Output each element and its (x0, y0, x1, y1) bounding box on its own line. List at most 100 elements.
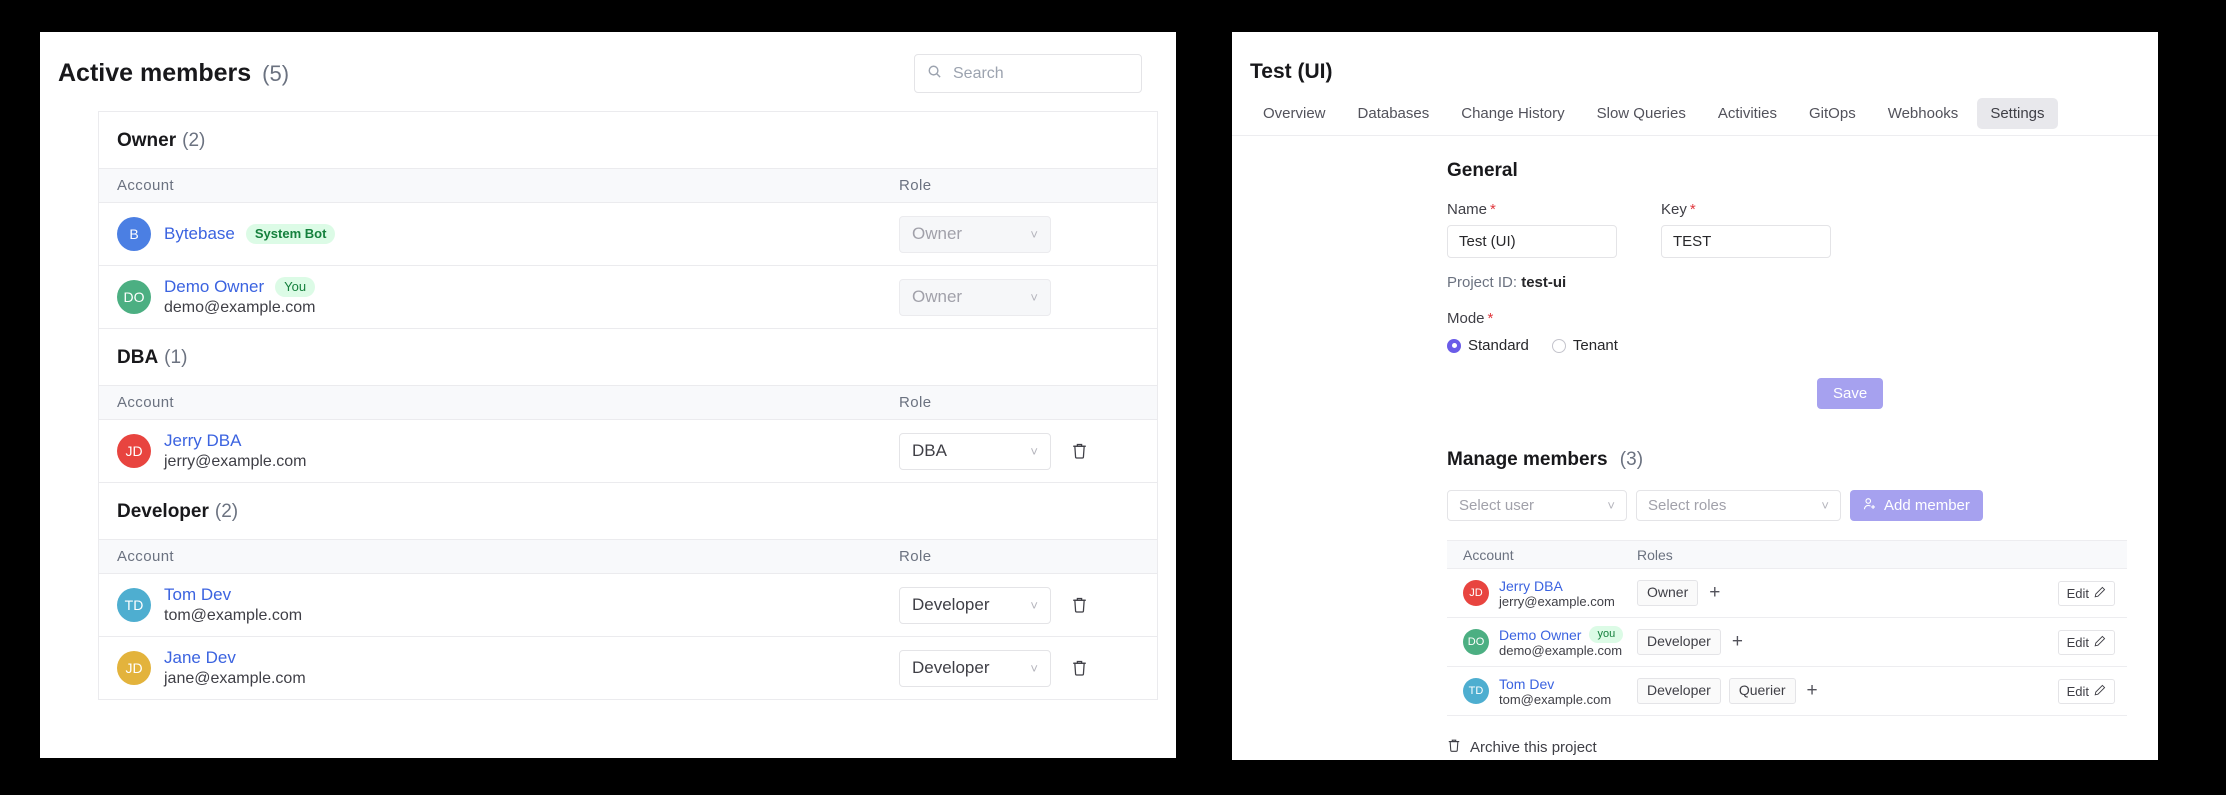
delete-member-button[interactable] (1068, 440, 1090, 462)
member-identity: Demo Owner You demo@example.com (164, 276, 316, 317)
role-dropdown[interactable]: DBA ˅ (899, 432, 1051, 470)
plus-icon[interactable]: + (1806, 680, 1818, 702)
settings-content: General Name* Project ID: test-ui Key* (1232, 136, 2158, 757)
add-member-button[interactable]: Add member (1850, 490, 1983, 521)
member-name-link[interactable]: Jerry DBA (1499, 577, 1563, 594)
tab-overview[interactable]: Overview (1263, 105, 1326, 122)
tab-databases[interactable]: Databases (1357, 105, 1430, 122)
member-identity: Tom Dev tom@example.com (1499, 676, 1611, 707)
member-role-cell: Developer ˅ (899, 649, 1090, 687)
edit-member-button[interactable]: Edit (2057, 678, 2115, 704)
avatar: TD (1463, 678, 1489, 704)
delete-member-button[interactable] (1068, 657, 1090, 679)
member-role-cell: Owner ˅ (899, 278, 1051, 316)
radio-option-tenant[interactable]: Tenant (1551, 337, 1618, 354)
member-account-cell: B Bytebase System Bot (99, 217, 899, 251)
chevron-down-icon: ˅ (1030, 226, 1038, 242)
manage-members-table: Account Roles JD Jerry DBA jerry@example.c… (1447, 540, 2127, 716)
member-actions-cell: Edit (2057, 580, 2127, 606)
tab-change-history[interactable]: Change History (1461, 105, 1565, 122)
member-name-link[interactable]: Demo Owner (1499, 626, 1582, 643)
select-roles-dropdown[interactable]: Select roles ˅ (1636, 490, 1841, 521)
save-row: Save (1447, 378, 2158, 409)
member-name-row: Demo Owner you (1499, 625, 1624, 644)
avatar: TD (117, 588, 151, 622)
project-id-label: Project ID: (1447, 274, 1518, 291)
member-account-cell: DO Demo Owner you demo@example.com (1447, 625, 1637, 658)
edit-member-button[interactable]: Edit (2057, 580, 2115, 606)
role-value: Developer (912, 658, 990, 677)
role-chip[interactable]: Developer (1637, 629, 1721, 655)
add-member-label: Add member (1884, 497, 1970, 514)
select-user-dropdown[interactable]: Select user ˅ (1447, 490, 1627, 521)
tab-gitops[interactable]: GitOps (1809, 105, 1856, 122)
role-dropdown: Owner ˅ (899, 215, 1051, 253)
role-chip[interactable]: Querier (1728, 678, 1796, 704)
member-email: jerry@example.com (1499, 593, 1615, 609)
member-email: demo@example.com (164, 299, 316, 317)
plus-icon[interactable]: + (1731, 631, 1743, 653)
required-marker: * (1689, 201, 1696, 218)
search-input[interactable] (951, 63, 1129, 84)
role-dropdown[interactable]: Developer ˅ (899, 649, 1051, 687)
edit-member-button[interactable]: Edit (2057, 629, 2115, 655)
key-label: Key * (1661, 201, 1696, 218)
archive-project-label: Archive this project (1470, 739, 1597, 756)
manage-members-heading: Manage members (3) (1447, 449, 1644, 470)
group-count: (2) (214, 501, 239, 522)
key-input[interactable] (1661, 225, 1831, 258)
member-name-link[interactable]: Jane Dev (164, 648, 236, 667)
member-identity: Bytebase System Bot (164, 223, 336, 245)
role-dropdown[interactable]: Developer ˅ (899, 586, 1051, 624)
search-box[interactable] (914, 54, 1142, 93)
tab-activities[interactable]: Activities (1717, 105, 1778, 122)
role-value: DBA (912, 441, 947, 460)
select-user-placeholder: Select user (1459, 497, 1535, 514)
tab-webhooks[interactable]: Webhooks (1887, 105, 1959, 122)
page-title: Active members (5) (58, 59, 289, 88)
tab-settings[interactable]: Settings (1977, 98, 2058, 129)
role-chip[interactable]: Developer (1637, 678, 1721, 704)
column-header-roles: Roles (1637, 546, 1673, 563)
active-members-header: Active members (5) (40, 32, 1176, 111)
member-account-cell: JD Jane Dev jane@example.com (99, 648, 899, 688)
member-name-link[interactable]: Tom Dev (1499, 675, 1555, 692)
column-header-account: Account (1463, 546, 1514, 563)
page-title-text: Active members (58, 59, 252, 87)
member-name-link[interactable]: Bytebase (164, 223, 235, 243)
radio-button[interactable] (1447, 338, 1461, 353)
member-roles-cell: Developer Querier + (1637, 678, 2058, 704)
radio-label: Tenant (1572, 337, 1618, 354)
edit-label: Edit (2066, 683, 2089, 699)
member-identity: Jerry DBA jerry@example.com (1499, 578, 1615, 609)
table-row: DO Demo Owner you demo@example.com Developer… (1447, 618, 2127, 667)
table-row: JD Jerry DBA jerry@example.com DBA ˅ (99, 420, 1157, 483)
archive-project-link[interactable]: Archive this project (1447, 738, 2158, 757)
member-name-row: Demo Owner You (164, 276, 316, 298)
delete-member-button[interactable] (1068, 594, 1090, 616)
column-header-account: Account (117, 548, 174, 565)
mode-radio-group: Standard Tenant (1447, 337, 2158, 354)
tab-slow-queries[interactable]: Slow Queries (1596, 105, 1686, 122)
group-title: Owner (2) (99, 112, 1157, 169)
radio-label: Standard (1468, 337, 1529, 354)
radio-option-standard[interactable]: Standard (1447, 337, 1529, 354)
table-row: TD Tom Dev tom@example.com Developer Querier… (1447, 667, 2127, 716)
name-input[interactable] (1447, 225, 1617, 258)
member-account-cell: TD Tom Dev tom@example.com (99, 585, 899, 625)
plus-icon[interactable]: + (1709, 582, 1721, 604)
project-id-value: test-ui (1521, 274, 1567, 291)
project-tabbar: Overview Databases Change History Slow Quer… (1232, 84, 2158, 136)
chevron-down-icon: ˅ (1030, 660, 1038, 676)
radio-button[interactable] (1551, 338, 1566, 353)
general-form-row: Name* Project ID: test-ui Key* (1447, 201, 2158, 291)
pencil-icon (2094, 586, 2106, 601)
member-name-link[interactable]: Jerry DBA (164, 431, 242, 450)
save-button[interactable]: Save (1817, 378, 1884, 409)
role-chip[interactable]: Owner (1637, 580, 1699, 606)
chevron-down-icon: ˅ (1607, 498, 1615, 513)
member-name-link[interactable]: Tom Dev (164, 585, 232, 604)
member-name-link[interactable]: Demo Owner (164, 276, 265, 296)
member-role-cell: DBA ˅ (899, 432, 1090, 470)
status-badge: you (1589, 625, 1624, 644)
